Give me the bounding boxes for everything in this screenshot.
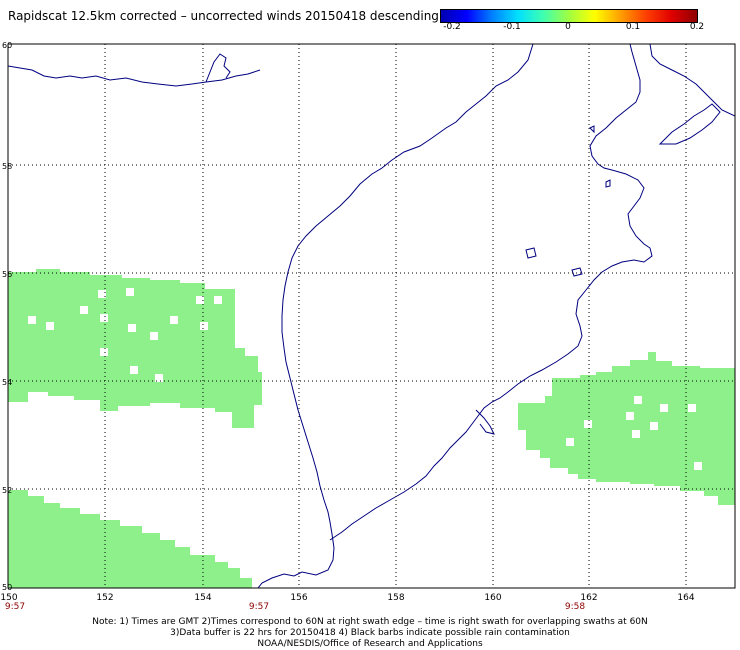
swath-gaps	[28, 288, 702, 470]
colorbar-label-pos02: 0.2	[689, 22, 705, 32]
lat-label-56: 56	[2, 270, 12, 279]
lat-label-54: 54	[2, 378, 12, 387]
lon-label-160: 160	[484, 593, 501, 603]
coast-island-2	[571, 267, 583, 277]
swath-left-upper	[8, 269, 262, 428]
lon-label-164: 164	[677, 593, 694, 603]
colorbar-label-pos01: 0.1	[625, 22, 641, 32]
map-title: Rapidscat 12.5km corrected – uncorrected…	[8, 9, 439, 23]
note-line-3: NOAA/NESDIS/Office of Research and Appli…	[257, 639, 483, 649]
note-line-1: Note: 1) Times are GMT 2)Times correspon…	[92, 617, 648, 627]
lon-label-156: 156	[290, 593, 307, 603]
swath-left-lower	[8, 490, 252, 588]
time-label-3: 9:58	[565, 602, 585, 612]
coastline	[8, 44, 735, 588]
lat-label-50: 50	[2, 583, 12, 592]
coast-inlet	[475, 409, 495, 435]
lon-label-158: 158	[387, 593, 404, 603]
time-label-1: 9:57	[5, 602, 25, 612]
footnotes: Note: 1) Times are GMT 2)Times correspon…	[0, 617, 740, 650]
time-label-2: 9:57	[249, 602, 269, 612]
colorbar-label-neg01: -0.1	[503, 22, 521, 32]
swath-right	[518, 352, 735, 505]
coast-mainland-west	[257, 44, 534, 588]
coast-island-1	[525, 247, 537, 259]
lat-label-60: 60	[2, 41, 12, 50]
swath-layer	[8, 269, 735, 588]
coast-east-peninsula	[658, 103, 721, 145]
coast-island-3	[605, 179, 611, 188]
coast-peninsula	[205, 53, 231, 83]
colorbar-label-neg02: -0.2	[443, 22, 461, 32]
lon-label-152: 152	[96, 593, 113, 603]
lon-label-162: 162	[580, 593, 597, 603]
coast-mainland-east	[329, 44, 653, 541]
lat-label-58: 58	[2, 162, 12, 171]
coast-island-4	[589, 125, 595, 134]
coast-northwest	[8, 65, 261, 87]
map-frame	[7, 43, 736, 589]
grid	[8, 44, 735, 588]
coast-kamchatka-tip	[649, 44, 735, 117]
note-line-2: 3)Data buffer is 22 hrs for 20150418 4) …	[170, 628, 570, 638]
colorbar-label-zero: 0	[565, 22, 571, 32]
lat-label-52: 52	[2, 486, 12, 495]
lon-label-154: 154	[194, 593, 211, 603]
lon-label-150: 150	[0, 593, 17, 603]
colorbar	[440, 9, 698, 23]
